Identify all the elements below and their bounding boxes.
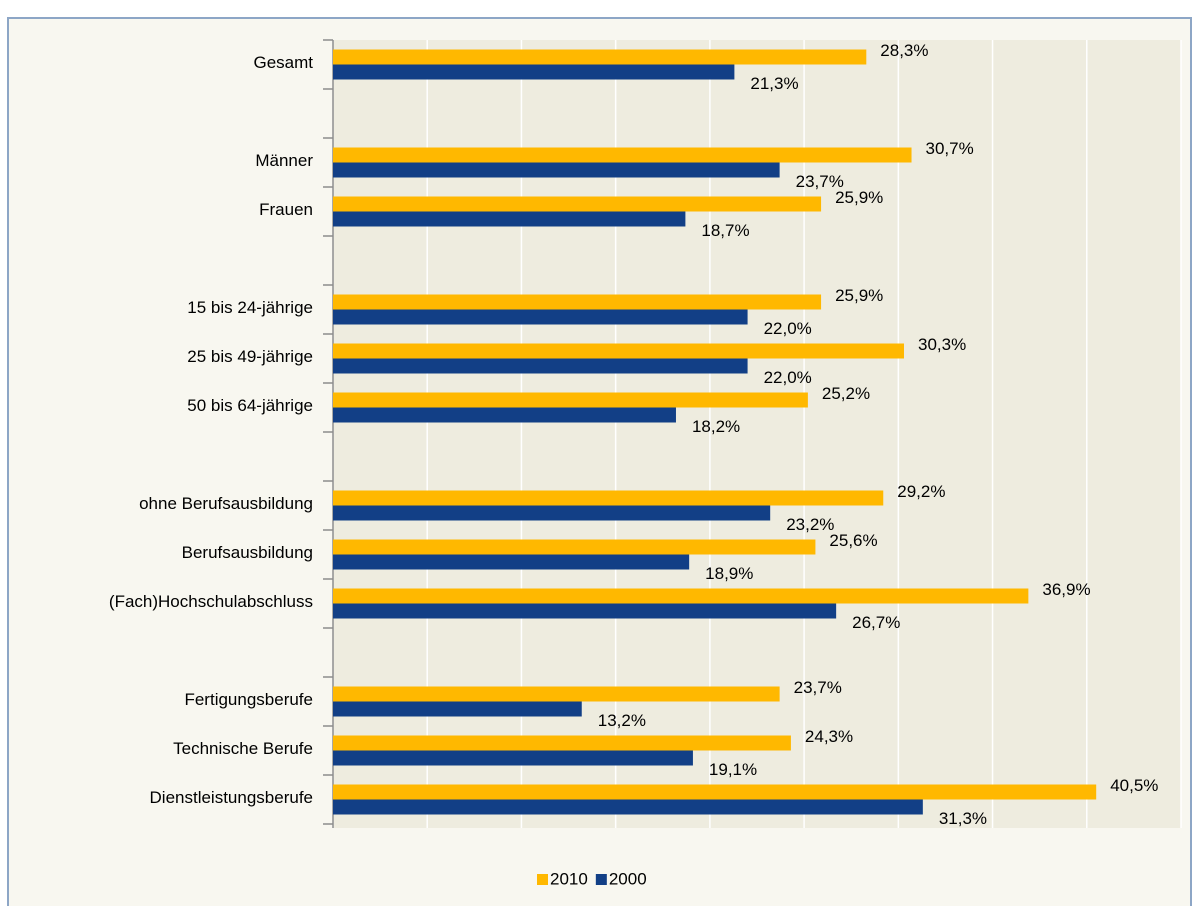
value-label: 36,9% (1042, 580, 1090, 599)
value-label: 24,3% (805, 727, 853, 746)
value-label: 40,5% (1110, 776, 1158, 795)
bar (333, 147, 912, 163)
value-label: 29,2% (897, 482, 945, 501)
y-tick-label: Gesamt (253, 53, 313, 72)
value-label: 25,6% (829, 531, 877, 550)
bar (333, 588, 1029, 604)
legend-swatch (595, 874, 607, 885)
value-label: 30,3% (918, 335, 966, 354)
bar (333, 196, 822, 212)
y-tick-label: 15 bis 24-jährige (187, 298, 313, 317)
value-label: 31,3% (939, 809, 987, 828)
bar (333, 686, 780, 702)
legend-swatch (537, 874, 548, 885)
bar (333, 49, 867, 65)
value-label: 23,2% (786, 515, 834, 534)
bar (333, 784, 1097, 800)
value-label: 18,7% (701, 221, 749, 240)
bar (333, 750, 693, 766)
bar (333, 358, 748, 374)
y-tick-label: 50 bis 64-jährige (187, 396, 313, 415)
bar (333, 603, 837, 619)
value-label: 30,7% (926, 139, 974, 158)
legend-label: 2000 (609, 869, 647, 888)
value-label: 25,9% (835, 286, 883, 305)
value-label: 19,1% (709, 760, 757, 779)
bar (333, 64, 735, 80)
bar (333, 539, 816, 555)
value-label: 25,2% (822, 384, 870, 403)
bar (333, 162, 780, 178)
y-tick-label: Technische Berufe (173, 739, 313, 758)
y-tick-label: 25 bis 49-jährige (187, 347, 313, 366)
bar (333, 505, 771, 521)
bar (333, 701, 582, 717)
y-tick-label: (Fach)Hochschulabschluss (109, 592, 313, 611)
bar (333, 343, 904, 359)
legend-label: 2010 (550, 869, 588, 888)
bar (333, 407, 676, 423)
bar (333, 294, 822, 310)
bar (333, 554, 690, 570)
value-label: 28,3% (880, 41, 928, 60)
y-tick-label: Dienstleistungsberufe (150, 788, 313, 807)
bar (333, 392, 808, 408)
y-tick-label: Frauen (259, 200, 313, 219)
bar (333, 799, 923, 815)
value-label: 26,7% (852, 613, 900, 632)
y-tick-label: ohne Berufsausbildung (139, 494, 313, 513)
value-label: 18,9% (705, 564, 753, 583)
y-tick-label: Männer (255, 151, 313, 170)
bar (333, 490, 884, 506)
y-tick-label: Fertigungsberufe (184, 690, 313, 709)
value-label: 22,0% (764, 319, 812, 338)
bar (333, 211, 686, 227)
value-label: 22,0% (764, 368, 812, 387)
value-label: 13,2% (598, 711, 646, 730)
value-label: 23,7% (794, 678, 842, 697)
value-label: 25,9% (835, 188, 883, 207)
bar (333, 735, 791, 751)
value-label: 18,2% (692, 417, 740, 436)
value-label: 21,3% (750, 74, 798, 93)
bar (333, 309, 748, 325)
y-tick-label: Berufsausbildung (182, 543, 313, 562)
value-label: 23,7% (796, 172, 844, 191)
